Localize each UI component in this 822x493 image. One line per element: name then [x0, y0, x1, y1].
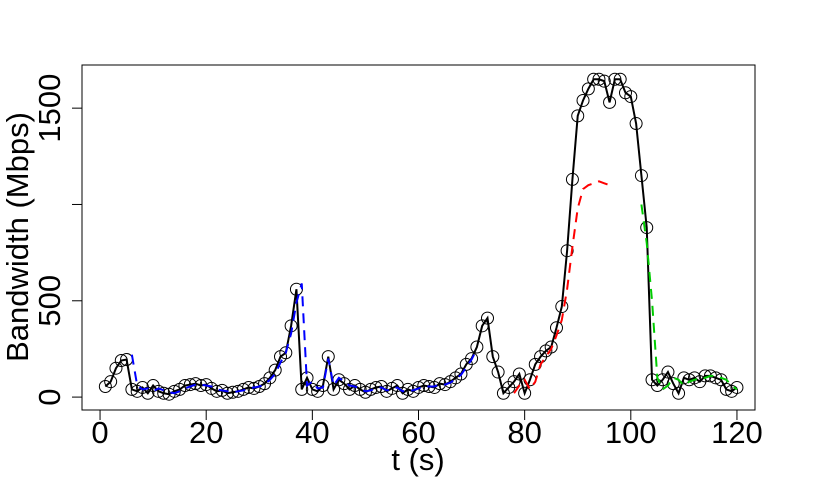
- data-point: [157, 386, 171, 400]
- data-point: [571, 109, 585, 123]
- y-tick-label: 0: [32, 388, 67, 405]
- data-point: [565, 172, 579, 186]
- data-point: [183, 378, 197, 392]
- data-point: [465, 352, 479, 366]
- data-point: [587, 72, 601, 86]
- x-tick-label: 20: [189, 415, 223, 450]
- y-tick-label: 1500: [32, 74, 67, 143]
- data-point: [719, 382, 733, 396]
- data-point: [279, 346, 293, 360]
- data-point: [629, 117, 643, 131]
- data-point: [236, 382, 250, 396]
- data-point: [104, 375, 118, 389]
- data-point: [608, 72, 622, 86]
- data-point: [114, 353, 128, 367]
- data-point: [491, 365, 505, 379]
- x-tick-label: 100: [605, 415, 657, 450]
- data-point: [624, 90, 638, 104]
- data-point: [247, 381, 261, 395]
- x-tick-label: 120: [711, 415, 763, 450]
- series-line: [513, 180, 610, 394]
- data-point: [189, 377, 203, 391]
- series-line: [640, 204, 738, 391]
- data-point: [125, 382, 139, 396]
- data-point: [167, 384, 181, 398]
- data-point: [518, 386, 532, 400]
- data-point: [661, 365, 675, 379]
- data-point: [470, 340, 484, 354]
- data-point: [576, 93, 590, 107]
- data-point: [480, 311, 494, 325]
- data-point: [220, 386, 234, 400]
- data-point: [603, 95, 617, 109]
- data-point: [640, 221, 654, 235]
- series-line: [130, 283, 478, 395]
- data-point: [677, 371, 691, 385]
- data-point: [151, 384, 165, 398]
- data-point: [486, 350, 500, 364]
- series-line: [104, 78, 738, 397]
- y-axis-label: Bandwidth (Mbps): [0, 112, 35, 362]
- data-point: [412, 380, 425, 394]
- data-point: [592, 72, 606, 86]
- x-axis-label: t (s): [391, 442, 444, 477]
- y-tick-label: 500: [32, 275, 67, 327]
- x-tick-label: 80: [507, 415, 541, 450]
- data-point: [374, 379, 388, 393]
- data-point: [555, 300, 569, 314]
- data-point: [560, 244, 574, 258]
- data-point: [672, 386, 686, 400]
- data-point: [634, 169, 648, 183]
- data-point: [268, 363, 282, 377]
- plot-box: [81, 64, 756, 411]
- x-tick-label: 0: [91, 415, 108, 450]
- data-point: [98, 379, 112, 393]
- data-point: [597, 74, 611, 88]
- data-point: [295, 382, 309, 396]
- data-point: [613, 72, 627, 86]
- data-point: [512, 367, 526, 381]
- data-point: [730, 380, 744, 394]
- data-point: [226, 385, 240, 399]
- data-point: [544, 340, 558, 354]
- data-point: [364, 382, 378, 396]
- x-tick-label: 40: [295, 415, 329, 450]
- x-tick-label: 60: [401, 415, 435, 450]
